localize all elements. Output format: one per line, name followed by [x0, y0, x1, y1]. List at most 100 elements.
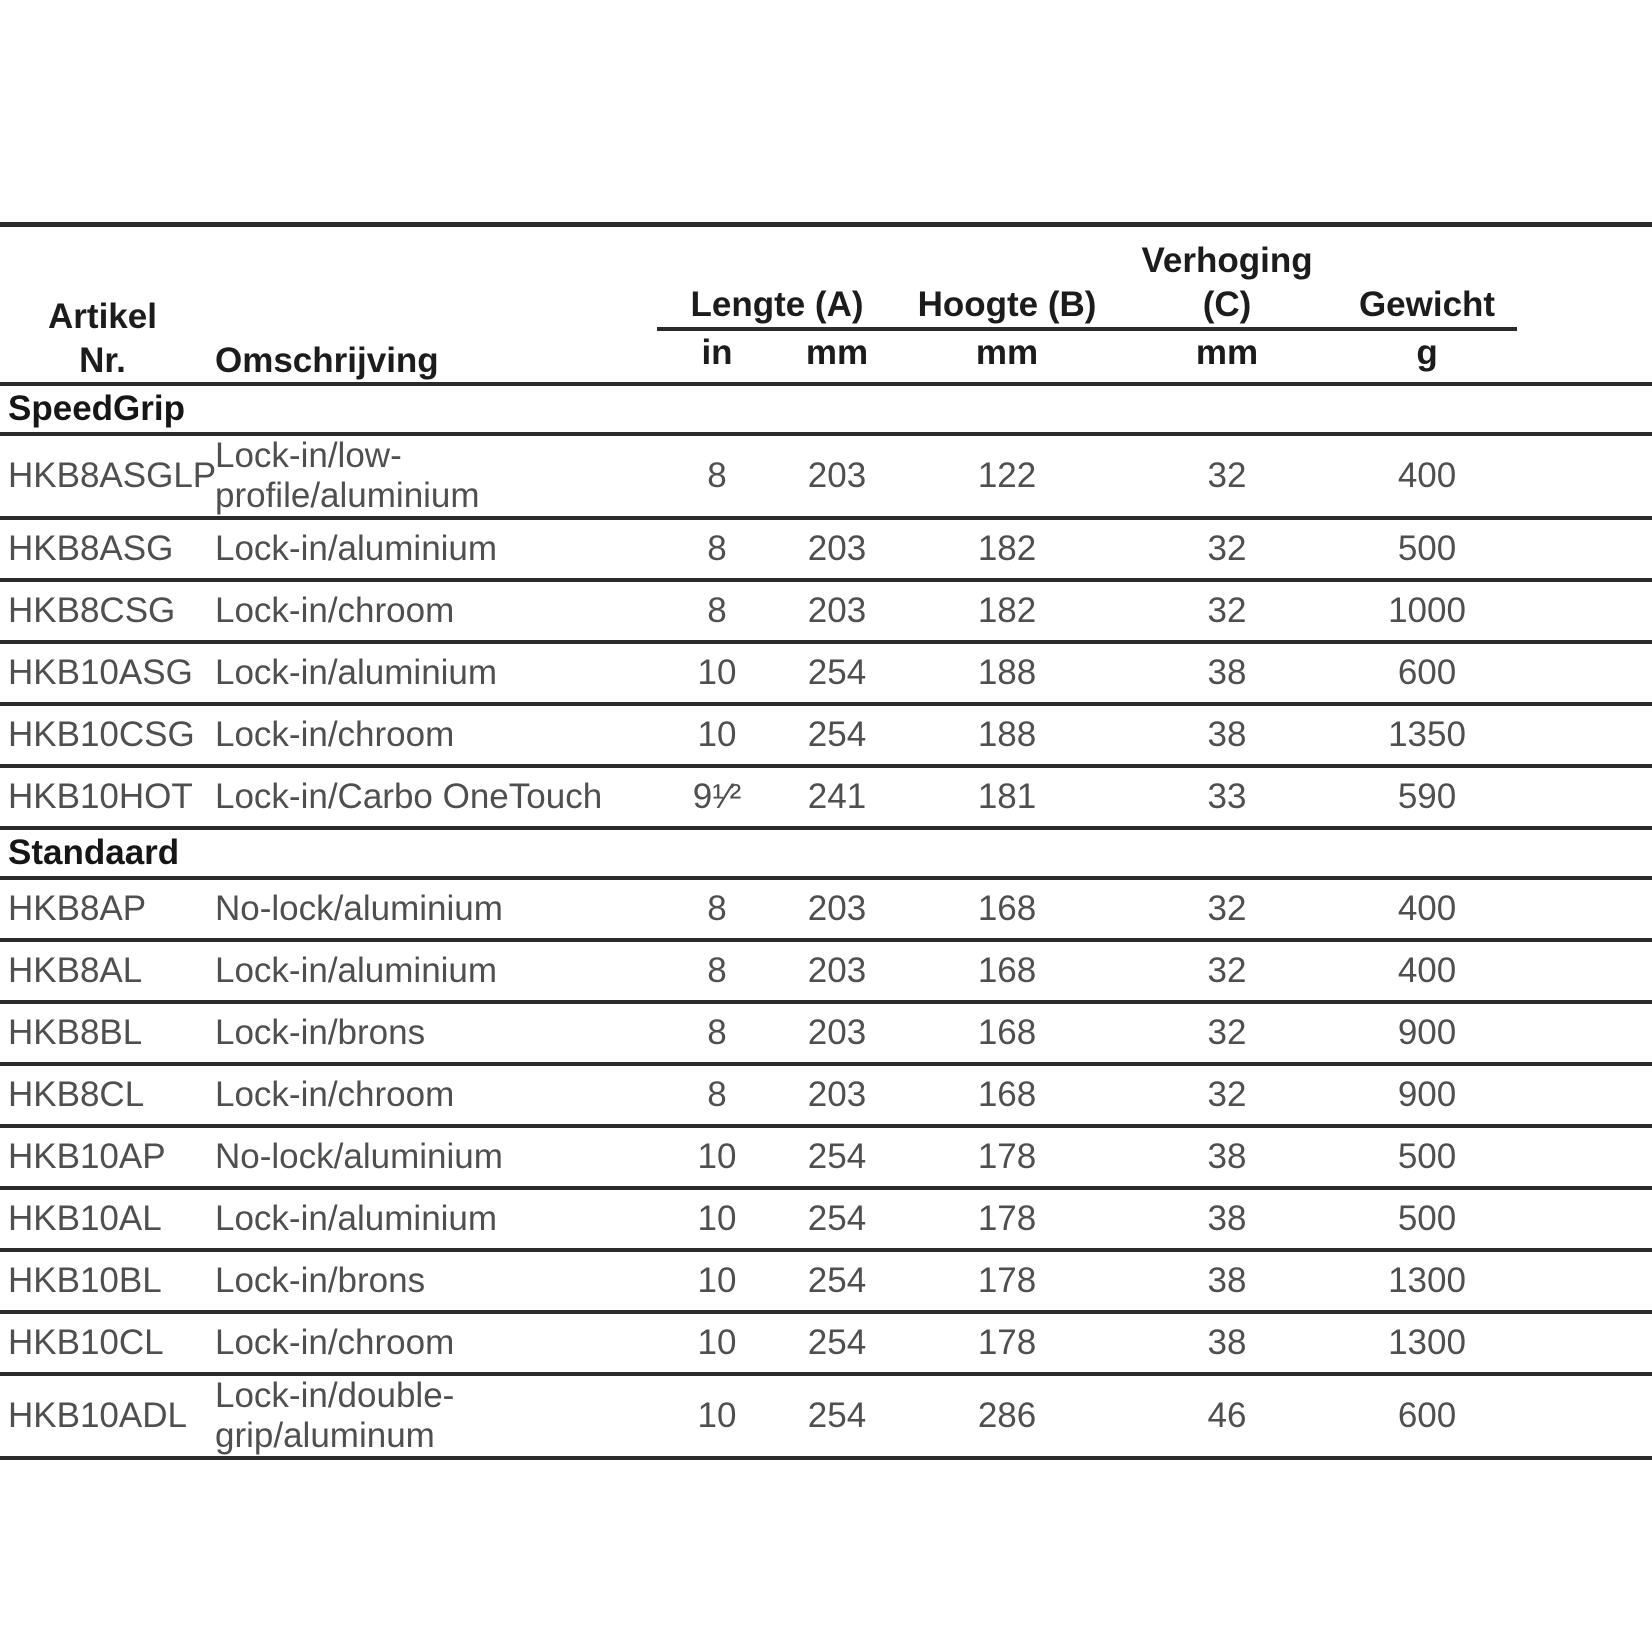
- cell-gewicht-g: 500: [1337, 1188, 1518, 1253]
- cell-artikel-nr: HKB10ASG: [0, 642, 205, 707]
- cell-spacer: [1517, 434, 1652, 521]
- cell-hoogte-mm: 168: [897, 1002, 1118, 1067]
- cell-lengte-mm: 254: [777, 704, 898, 769]
- cell-hoogte-mm: 188: [897, 704, 1118, 769]
- cell-verhoging-mm: 38: [1117, 1188, 1338, 1253]
- table-row: HKB8AP No-lock/aluminium 8 203 168 32 40…: [0, 878, 1652, 943]
- cell-hoogte-mm: 182: [897, 580, 1118, 645]
- table-row: HKB10HOT Lock-in/Carbo OneTouch 9¹⁄² 241…: [0, 766, 1652, 831]
- cell-gewicht-g: 1000: [1337, 580, 1518, 645]
- cell-artikel-nr: HKB10AP: [0, 1126, 205, 1191]
- cell-omschrijving: Lock-in/chroom: [205, 1312, 657, 1377]
- cell-omschrijving: Lock-in/brons: [205, 1250, 657, 1315]
- header-artikel-nr: Artikel Nr.: [0, 224, 205, 387]
- section-row: Standaard: [0, 828, 1652, 881]
- header-units-row: in mm mm mm g: [0, 328, 1652, 387]
- cell-gewicht-g: 900: [1337, 1002, 1518, 1067]
- cell-gewicht-g: 600: [1337, 1374, 1518, 1461]
- cell-artikel-nr: HKB8CL: [0, 1064, 205, 1129]
- cell-lengte-in: 10: [657, 1374, 777, 1461]
- cell-omschrijving: Lock-in/aluminium: [205, 1188, 657, 1253]
- cell-hoogte-mm: 178: [897, 1312, 1118, 1377]
- cell-artikel-nr: HKB8ASG: [0, 518, 205, 583]
- cell-verhoging-mm: 32: [1117, 940, 1338, 1005]
- cell-spacer: [1517, 940, 1652, 1005]
- table-row: HKB10CL Lock-in/chroom 10 254 178 38 130…: [0, 1312, 1652, 1377]
- header-hoogte: Hoogte (B): [897, 224, 1118, 331]
- unit-verhoging-mm: mm: [1117, 328, 1338, 387]
- unit-lengte-mm: mm: [777, 328, 898, 387]
- cell-omschrijving: Lock-in/chroom: [205, 580, 657, 645]
- cell-omschrijving: Lock-in/Carbo OneTouch: [205, 766, 657, 831]
- cell-hoogte-mm: 168: [897, 1064, 1118, 1129]
- table-row: HKB10AL Lock-in/aluminium 10 254 178 38 …: [0, 1188, 1652, 1253]
- cell-lengte-mm: 203: [777, 1002, 898, 1067]
- cell-lengte-in: 10: [657, 1250, 777, 1315]
- table-row: HKB8CL Lock-in/chroom 8 203 168 32 900: [0, 1064, 1652, 1129]
- cell-spacer: [1517, 518, 1652, 583]
- header-verhoging: Verhoging (C): [1117, 224, 1338, 331]
- cell-artikel-nr: HKB10CSG: [0, 704, 205, 769]
- cell-artikel-nr: HKB8ASGLP: [0, 434, 216, 521]
- cell-lengte-in: 10: [657, 1126, 777, 1191]
- header-artikel-line2: Nr.: [79, 340, 126, 380]
- table-row: HKB8BL Lock-in/brons 8 203 168 32 900: [0, 1002, 1652, 1067]
- cell-verhoging-mm: 33: [1117, 766, 1338, 831]
- cell-artikel-nr: HKB10AL: [0, 1188, 205, 1253]
- cell-verhoging-mm: 38: [1117, 1312, 1338, 1377]
- cell-hoogte-mm: 178: [897, 1126, 1118, 1191]
- cell-gewicht-g: 590: [1337, 766, 1518, 831]
- cell-spacer: [1517, 1188, 1652, 1253]
- cell-hoogte-mm: 181: [897, 766, 1118, 831]
- cell-hoogte-mm: 188: [897, 642, 1118, 707]
- table-row: HKB8CSG Lock-in/chroom 8 203 182 32 1000: [0, 580, 1652, 645]
- cell-lengte-mm: 254: [777, 1126, 898, 1191]
- section-title: SpeedGrip: [0, 384, 1652, 437]
- header-spacer: [1517, 224, 1652, 387]
- cell-spacer: [1517, 766, 1652, 831]
- cell-hoogte-mm: 122: [897, 434, 1118, 521]
- cell-hoogte-mm: 286: [897, 1374, 1118, 1461]
- header-artikel-line1: Artikel: [48, 296, 157, 336]
- cell-hoogte-mm: 178: [897, 1188, 1118, 1253]
- unit-hoogte-mm: mm: [897, 328, 1118, 387]
- cell-hoogte-mm: 182: [897, 518, 1118, 583]
- cell-hoogte-mm: 168: [897, 878, 1118, 943]
- cell-gewicht-g: 1350: [1337, 704, 1518, 769]
- cell-gewicht-g: 500: [1337, 518, 1518, 583]
- cell-omschrijving: Lock-in/aluminium: [205, 642, 657, 707]
- cell-omschrijving: Lock-in/chroom: [205, 704, 657, 769]
- header-lengte: Lengte (A): [657, 224, 898, 331]
- cell-hoogte-mm: 178: [897, 1250, 1118, 1315]
- cell-lengte-mm: 203: [777, 1064, 898, 1129]
- cell-lengte-in: 10: [657, 1188, 777, 1253]
- cell-lengte-mm: 203: [777, 518, 898, 583]
- cell-artikel-nr: HKB8AP: [0, 878, 205, 943]
- cell-spacer: [1517, 1250, 1652, 1315]
- cell-lengte-in: 8: [657, 940, 777, 1005]
- cell-omschrijving: Lock-in/aluminium: [205, 518, 657, 583]
- cell-lengte-mm: 203: [777, 434, 898, 521]
- cell-verhoging-mm: 32: [1117, 434, 1338, 521]
- cell-gewicht-g: 400: [1337, 878, 1518, 943]
- cell-lengte-in: 8: [657, 518, 777, 583]
- cell-lengte-in: 8: [657, 580, 777, 645]
- unit-gewicht-g: g: [1337, 328, 1518, 387]
- cell-spacer: [1517, 1064, 1652, 1129]
- cell-artikel-nr: HKB8BL: [0, 1002, 205, 1067]
- cell-verhoging-mm: 46: [1117, 1374, 1338, 1461]
- cell-lengte-in: 8: [657, 1002, 777, 1067]
- product-spec-table: Artikel Nr. Omschrijving Lengte (A) Hoog…: [0, 222, 1652, 1461]
- cell-spacer: [1517, 1002, 1652, 1067]
- cell-lengte-mm: 254: [777, 1374, 898, 1461]
- section-title: Standaard: [0, 828, 1652, 881]
- cell-gewicht-g: 900: [1337, 1064, 1518, 1129]
- cell-spacer: [1517, 642, 1652, 707]
- cell-omschrijving: No-lock/aluminium: [205, 878, 657, 943]
- cell-lengte-mm: 254: [777, 642, 898, 707]
- cell-omschrijving: Lock-in/double-grip/aluminum: [205, 1374, 657, 1461]
- cell-lengte-in: 8: [657, 1064, 777, 1129]
- cell-verhoging-mm: 38: [1117, 704, 1338, 769]
- cell-lengte-mm: 254: [777, 1312, 898, 1377]
